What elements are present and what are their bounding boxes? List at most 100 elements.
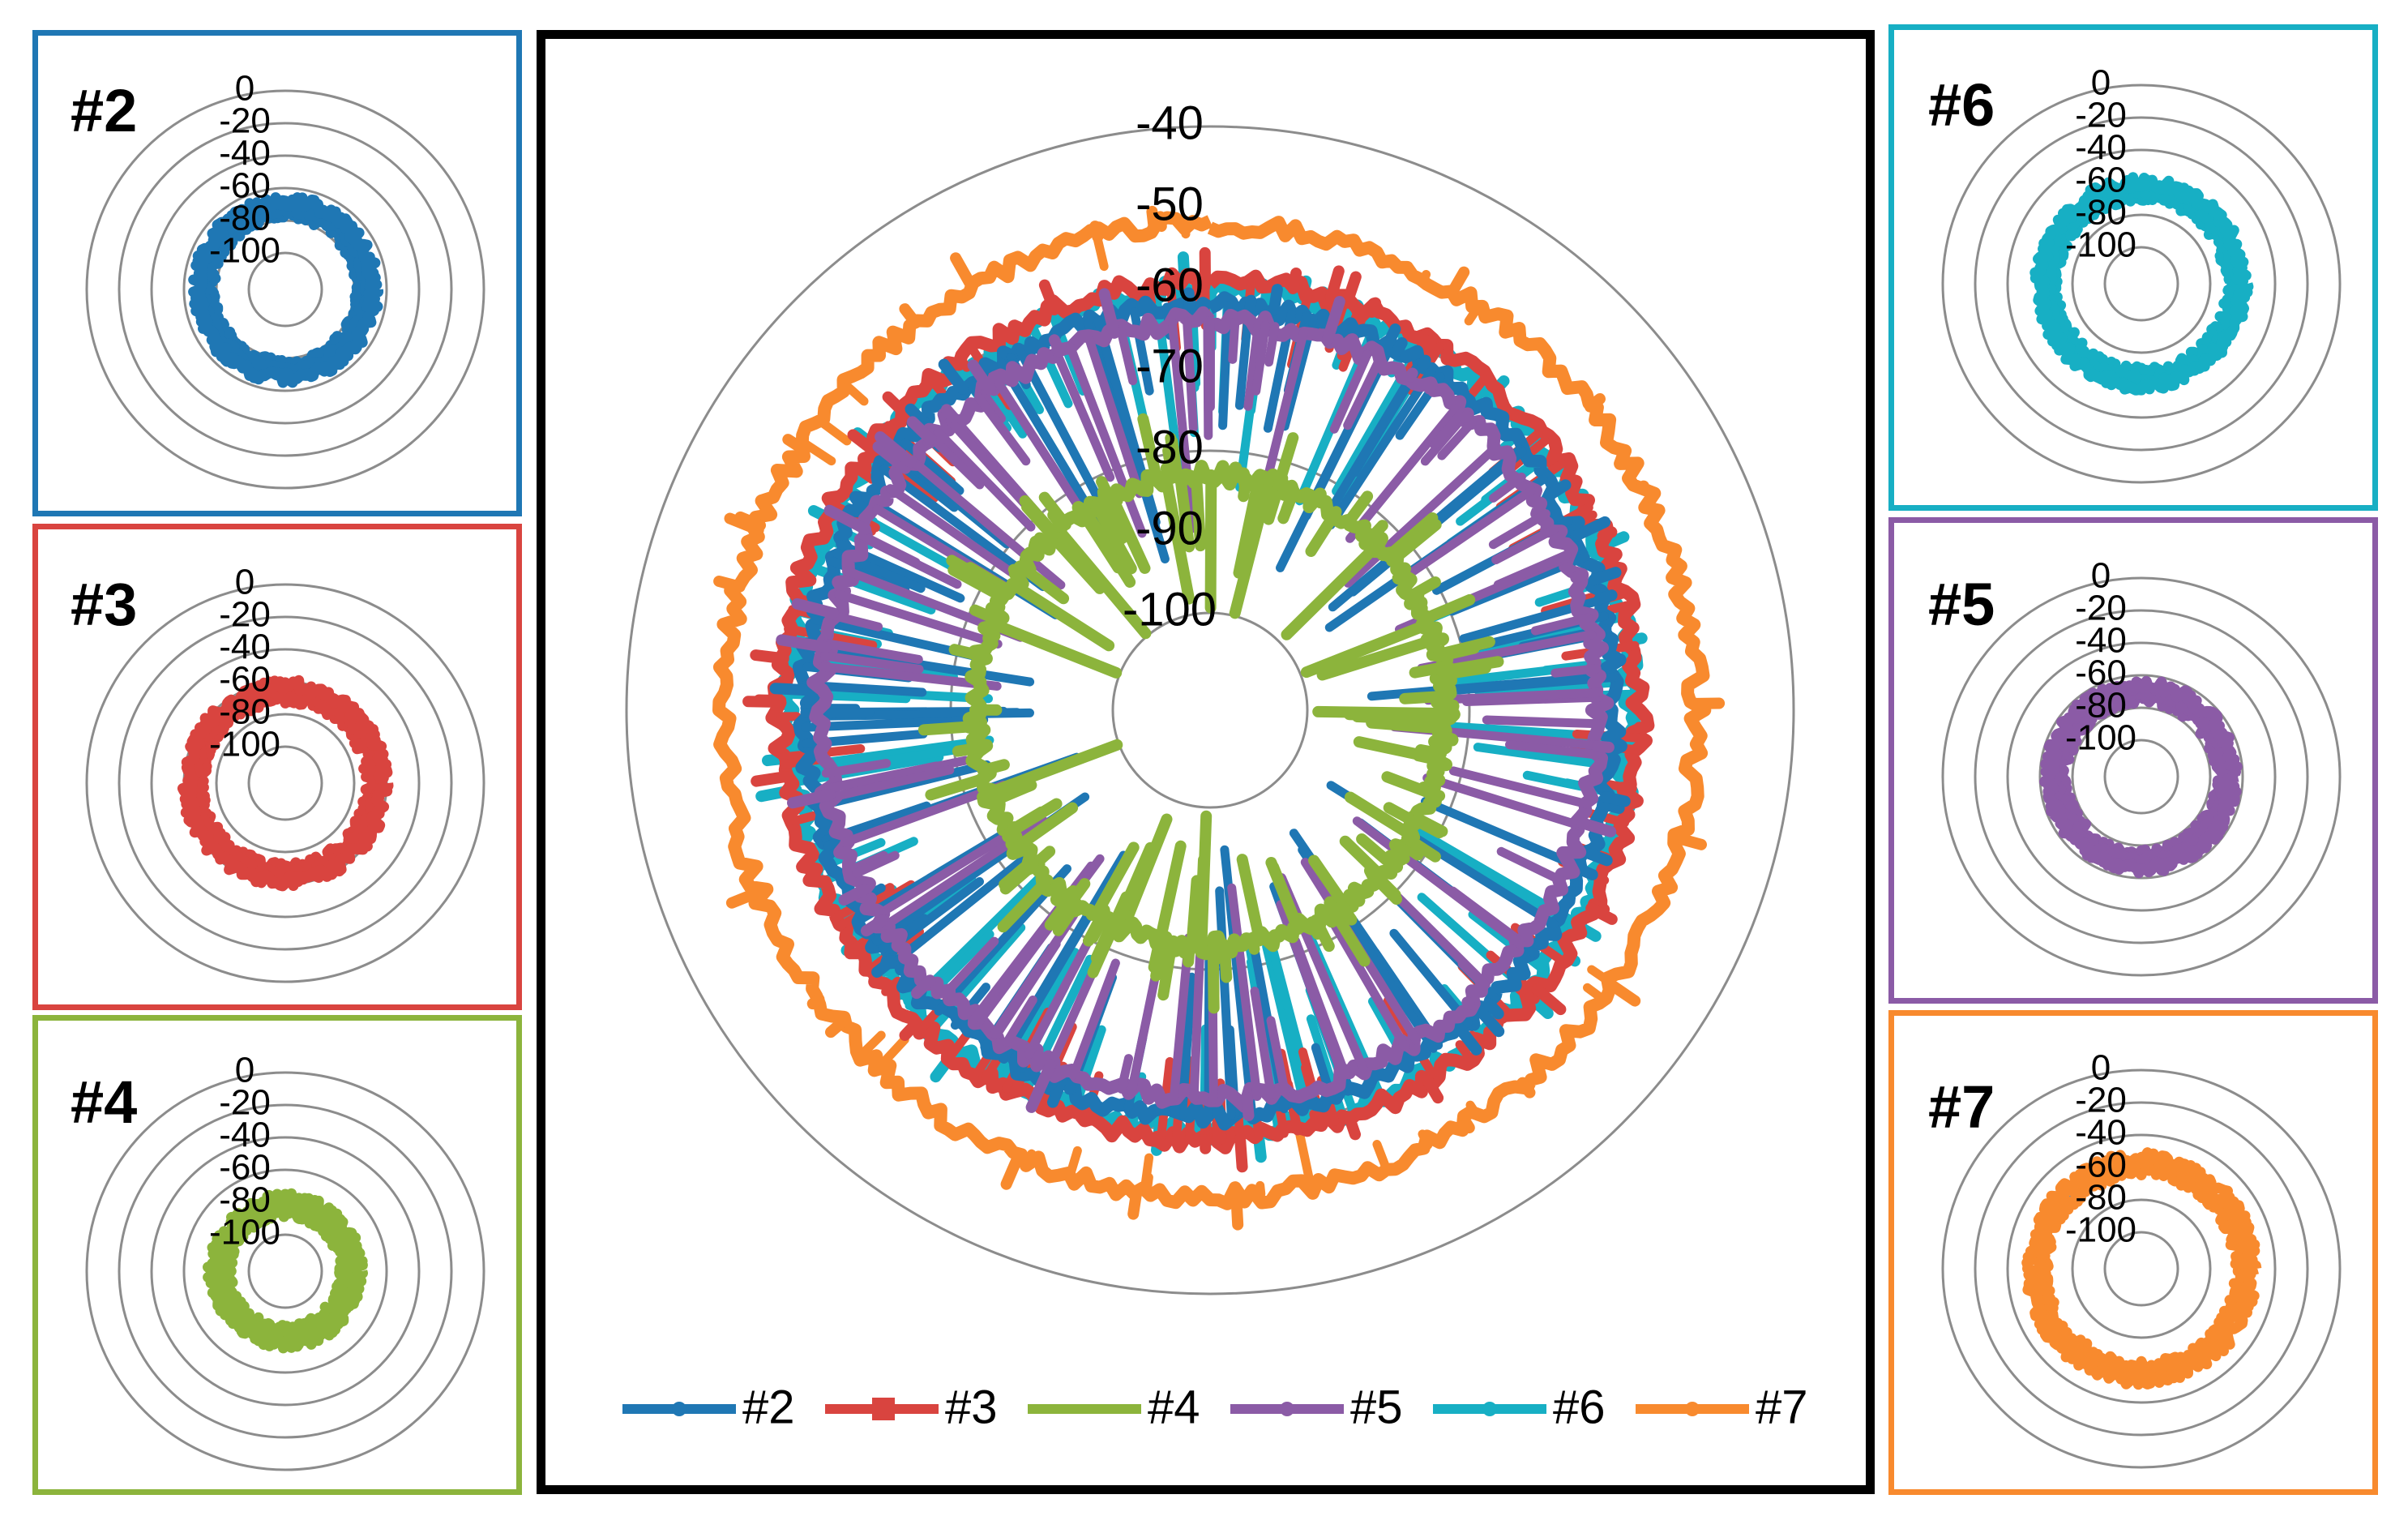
grid-circle xyxy=(2006,148,2277,419)
series-spike xyxy=(1243,319,1264,411)
series-spike xyxy=(1046,530,1106,594)
axis-tick-label: 0 xyxy=(2091,1048,2111,1088)
series-spike-out xyxy=(713,576,746,593)
series-7 xyxy=(712,205,1726,1231)
panel-label: #5 xyxy=(1928,571,1995,638)
panel-label: #2 xyxy=(71,77,138,144)
series-spike xyxy=(1089,878,1119,922)
series-spike xyxy=(1204,469,1217,614)
series-spike-out xyxy=(1044,893,1076,931)
series-spike xyxy=(1291,936,1350,1080)
axis-tick-label: -60 xyxy=(2075,653,2127,693)
series-spike xyxy=(974,392,1031,466)
series-spike xyxy=(888,851,1032,968)
series-spike-out xyxy=(1411,815,1445,839)
axis-tick-label: 0 xyxy=(235,69,254,109)
series-spike xyxy=(1618,782,1637,793)
series-spike xyxy=(1417,270,1431,288)
series-spike-out xyxy=(1090,918,1118,964)
series-spike-out xyxy=(948,644,987,662)
series-spike-out xyxy=(1583,848,1613,867)
series-spike xyxy=(1191,469,1207,552)
main-radar-panel: -40 -50 -60 -70 -80 -90 -100 #2 #3 #4 #5 #6 #7 xyxy=(537,30,1875,1494)
series-spike xyxy=(1116,327,1138,386)
axis-tick-label: -40 xyxy=(219,627,271,667)
panel-label: #6 xyxy=(1928,71,1995,139)
grid-circle xyxy=(247,1233,323,1309)
panel-5: 0 -20 -40 -60 -80 -100 #5 xyxy=(1888,517,2378,1004)
series-spike-out xyxy=(1382,512,1439,563)
legend-label: #6 xyxy=(1553,1381,1606,1433)
series-spike-out xyxy=(899,303,922,329)
series-spike-out xyxy=(860,914,888,937)
series-spike xyxy=(1281,539,1384,640)
series-spike-out xyxy=(806,993,825,1010)
series-spike xyxy=(1233,474,1264,579)
series-spike-out xyxy=(1531,983,1567,1016)
grid-circle xyxy=(625,125,1795,1295)
grid-circle xyxy=(247,251,323,328)
series-spike xyxy=(824,756,970,794)
series-spike xyxy=(1066,342,1147,538)
radar-p5: 0-20-40-60-80-100 xyxy=(1941,556,2342,977)
series-spike-out xyxy=(1150,935,1169,982)
series-spike-out xyxy=(1247,936,1260,955)
grid-circle xyxy=(118,615,453,951)
grid-circle xyxy=(1974,116,2309,452)
series-spike-out xyxy=(782,434,806,454)
series-spike xyxy=(1142,1172,1153,1197)
series-spike-out xyxy=(1033,532,1050,549)
series-spike-out xyxy=(1483,998,1504,1020)
grid-circle xyxy=(2038,674,2244,880)
series-spike xyxy=(1228,317,1240,364)
legend-label: #5 xyxy=(1350,1381,1403,1433)
series-spike xyxy=(1430,409,1466,450)
series-spike-out xyxy=(882,391,908,417)
series-spike xyxy=(939,936,999,1000)
series-spike-out xyxy=(938,358,969,395)
legend-item-7: #7 xyxy=(1636,1381,1808,1433)
series-spike xyxy=(1399,690,1451,704)
series-spike-out xyxy=(899,1017,922,1041)
axis-tick-label: -100 xyxy=(1123,583,1217,636)
series-spike-out xyxy=(1343,490,1374,527)
series-spike xyxy=(1583,983,1606,1003)
axis-tick-label: 0 xyxy=(2091,63,2111,103)
series-spike-out xyxy=(1343,1111,1361,1141)
series-spike-out xyxy=(1322,296,1345,345)
radar-p6: 0-20-40-60-80-100 xyxy=(1941,63,2342,484)
series-spike xyxy=(1003,996,1037,1047)
series-spike-out xyxy=(1048,334,1065,358)
series-spike xyxy=(1353,736,1446,765)
series-spike-out xyxy=(1047,1081,1065,1108)
series-spike-out xyxy=(950,252,977,293)
series-spike xyxy=(1076,507,1124,574)
legend-item-2: #2 xyxy=(622,1381,795,1433)
axis-tick-label: -80 xyxy=(2075,686,2127,726)
series-spike-out xyxy=(952,742,984,757)
series-spike xyxy=(1106,490,1151,574)
axis-tick-label: -20 xyxy=(2075,589,2127,628)
series-spike xyxy=(1238,472,1252,503)
series-spike xyxy=(1326,366,1436,530)
main-radar-chart: -40 -50 -60 -70 -80 -90 -100 #2 #3 #4 #5 #6 #7 xyxy=(622,96,1808,1433)
series-spike xyxy=(1389,928,1473,1028)
radar-p7: 0-20-40-60-80-100 xyxy=(1941,1048,2342,1469)
series-spike xyxy=(886,484,1016,577)
series-spike xyxy=(1281,485,1300,516)
axis-tick-label: -20 xyxy=(2075,96,2127,135)
axis-tick-label: -100 xyxy=(2065,1210,2136,1250)
grid-circle xyxy=(182,1168,388,1374)
series-spike-out xyxy=(1000,1151,1024,1190)
series-spike-out xyxy=(1241,1091,1255,1121)
series-spike-out xyxy=(1328,904,1371,967)
series-spike-out xyxy=(1405,367,1418,383)
series-spike xyxy=(1488,509,1550,550)
series-spike xyxy=(994,379,1093,525)
series-ring xyxy=(2029,172,2254,396)
series-spike xyxy=(1227,883,1262,1101)
series-spike-out xyxy=(1268,284,1283,316)
series-spike xyxy=(1053,525,1152,640)
series-spike xyxy=(1308,854,1349,910)
series-spike-out xyxy=(1287,268,1302,294)
